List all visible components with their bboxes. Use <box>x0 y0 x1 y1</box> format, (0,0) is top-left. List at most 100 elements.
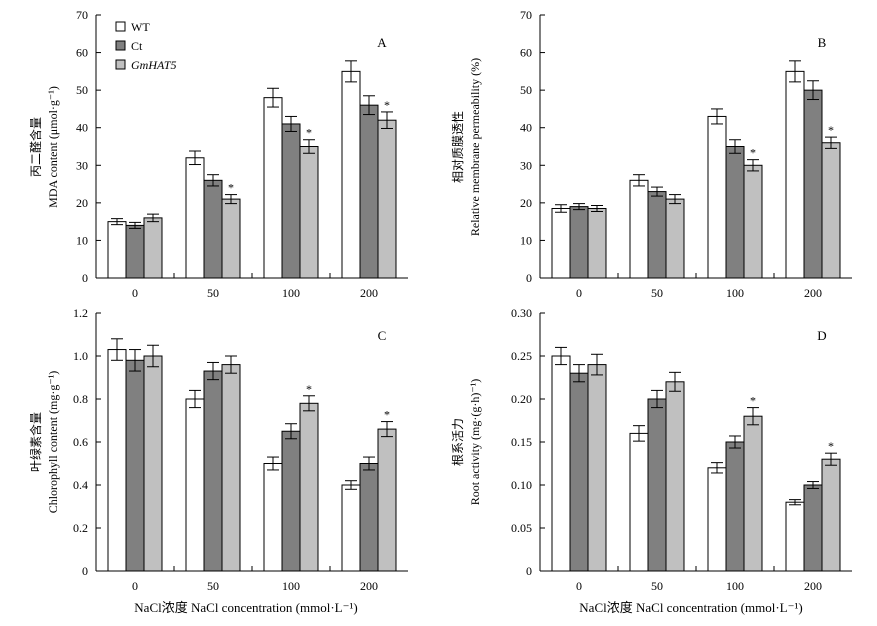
bar-gmhat5-200 <box>821 458 841 572</box>
bar-ct-0 <box>125 224 145 279</box>
y-axis-title: 叶绿素含量 Chlorophyll content (mg·g⁻¹) <box>28 371 60 514</box>
y-tick-label: 20 <box>76 196 88 210</box>
y-tick-label: 0 <box>526 564 532 578</box>
bar-wt-200 <box>341 484 361 572</box>
bar-gmhat5-0 <box>587 207 607 279</box>
x-tick-label-100: 100 <box>726 286 744 300</box>
y-tick-label: 1.0 <box>73 349 88 363</box>
x-tick-label-100: 100 <box>282 286 300 300</box>
legend-swatch-gmhat5 <box>115 59 126 70</box>
y-tick-label: 0.20 <box>511 392 532 406</box>
bar-ct-100 <box>725 441 745 572</box>
bar-wt-100 <box>707 467 727 572</box>
bar-wt-50 <box>185 157 205 279</box>
bar-gmhat5-100 <box>299 402 319 572</box>
y-tick-label: 0 <box>82 564 88 578</box>
bar-wt-200 <box>785 501 805 572</box>
y-axis-title: 根系活力 Root activity (mg·(g·h)⁻¹) <box>451 379 482 506</box>
significance-mark: * <box>750 146 756 160</box>
x-tick-label-50: 50 <box>207 579 219 593</box>
bar-gmhat5-0 <box>143 217 163 279</box>
x-tick-label-200: 200 <box>804 579 822 593</box>
bar-ct-50 <box>647 398 667 572</box>
x-tick-label-0: 0 <box>132 286 138 300</box>
significance-mark: * <box>384 408 390 422</box>
legend: WT Ct GmHAT5 <box>115 20 177 72</box>
bar-ct-50 <box>647 191 667 279</box>
bar-ct-200 <box>803 484 823 572</box>
bar-wt-0 <box>551 207 571 279</box>
y-tick-label: 40 <box>520 121 532 135</box>
bar-wt-100 <box>707 115 727 279</box>
bar-wt-50 <box>629 432 649 572</box>
significance-mark: * <box>306 126 312 140</box>
y-axis-title-en: MDA content (μmol·g⁻¹) <box>46 86 60 208</box>
x-tick-label-0: 0 <box>132 579 138 593</box>
x-tick-label-0: 0 <box>576 286 582 300</box>
bar-ct-100 <box>281 123 301 279</box>
bar-wt-50 <box>629 179 649 279</box>
x-tick-label-200: 200 <box>804 286 822 300</box>
y-tick-label: 30 <box>520 158 532 172</box>
significance-mark: * <box>306 382 312 396</box>
bar-wt-100 <box>263 463 283 572</box>
panel-b: 0 10 20 30 40 50 60 70 0 50 100 200 * * B 相对质膜透性 Relativ… <box>451 8 852 300</box>
bar-ct-50 <box>203 370 223 572</box>
legend-swatch-wt <box>115 21 126 32</box>
y-axis-title: 丙二醛含量 MDA content (μmol·g⁻¹) <box>28 86 60 208</box>
bar-gmhat5-200 <box>821 142 841 279</box>
bar-gmhat5-200 <box>377 428 397 572</box>
bar-gmhat5-100 <box>299 146 319 279</box>
panel-letter: B <box>818 35 827 50</box>
bar-ct-100 <box>725 146 745 279</box>
bar-wt-200 <box>785 70 805 279</box>
y-tick-label: 0 <box>82 271 88 285</box>
significance-mark: * <box>384 98 390 112</box>
x-tick-label-100: 100 <box>282 579 300 593</box>
bar-wt-100 <box>263 97 283 279</box>
x-tick-label-50: 50 <box>651 579 663 593</box>
y-axis-title-cn: 丙二醛含量 <box>28 117 43 177</box>
y-tick-label: 0.25 <box>511 349 532 363</box>
y-axis-title-cn: 根系活力 <box>451 418 465 466</box>
legend-label-wt: WT <box>131 20 150 34</box>
legend-label-gmhat5: GmHAT5 <box>131 58 177 72</box>
x-tick-label-100: 100 <box>726 579 744 593</box>
y-tick-label: 0 <box>526 271 532 285</box>
y-axis-title: 相对质膜透性 Relative membrane permeability (%) <box>451 58 482 236</box>
legend-label-ct: Ct <box>131 39 143 53</box>
y-tick-label: 60 <box>76 46 88 60</box>
bar-ct-0 <box>569 206 589 279</box>
y-tick-label: 0.05 <box>511 521 532 535</box>
bar-ct-0 <box>569 372 589 572</box>
y-tick-label: 50 <box>76 83 88 97</box>
bar-gmhat5-200 <box>377 119 397 279</box>
x-tick-label-50: 50 <box>207 286 219 300</box>
y-tick-label: 0.8 <box>73 392 88 406</box>
panel-d: 0 0.05 0.10 0.15 0.20 0.25 0.30 0 50 100 200 * * D 根系活… <box>451 306 852 593</box>
y-tick-label: 0.10 <box>511 478 532 492</box>
legend-swatch-ct <box>115 40 126 51</box>
bar-gmhat5-50 <box>665 381 685 572</box>
y-tick-label: 50 <box>520 83 532 97</box>
y-tick-label: 0.15 <box>511 435 532 449</box>
y-tick-label: 10 <box>76 233 88 247</box>
bar-gmhat5-50 <box>221 364 241 572</box>
y-tick-label: 0.6 <box>73 435 88 449</box>
significance-mark: * <box>228 181 234 195</box>
bar-ct-0 <box>125 359 145 572</box>
bar-wt-0 <box>551 355 571 572</box>
y-tick-label: 0.30 <box>511 306 532 320</box>
significance-mark: * <box>750 394 756 408</box>
y-tick-label: 60 <box>520 46 532 60</box>
y-tick-label: 1.2 <box>73 306 88 320</box>
y-axis-title-en: Root activity (mg·(g·h)⁻¹) <box>468 379 482 506</box>
panel-c: 0 0.2 0.4 0.6 0.8 1.0 1.2 0 50 100 200 * * C 叶绿素含量 Chlo… <box>28 306 408 593</box>
y-tick-label: 30 <box>76 158 88 172</box>
bar-wt-200 <box>341 70 361 279</box>
x-tick-label-0: 0 <box>576 579 582 593</box>
bar-gmhat5-0 <box>143 355 163 572</box>
bar-ct-50 <box>203 179 223 279</box>
